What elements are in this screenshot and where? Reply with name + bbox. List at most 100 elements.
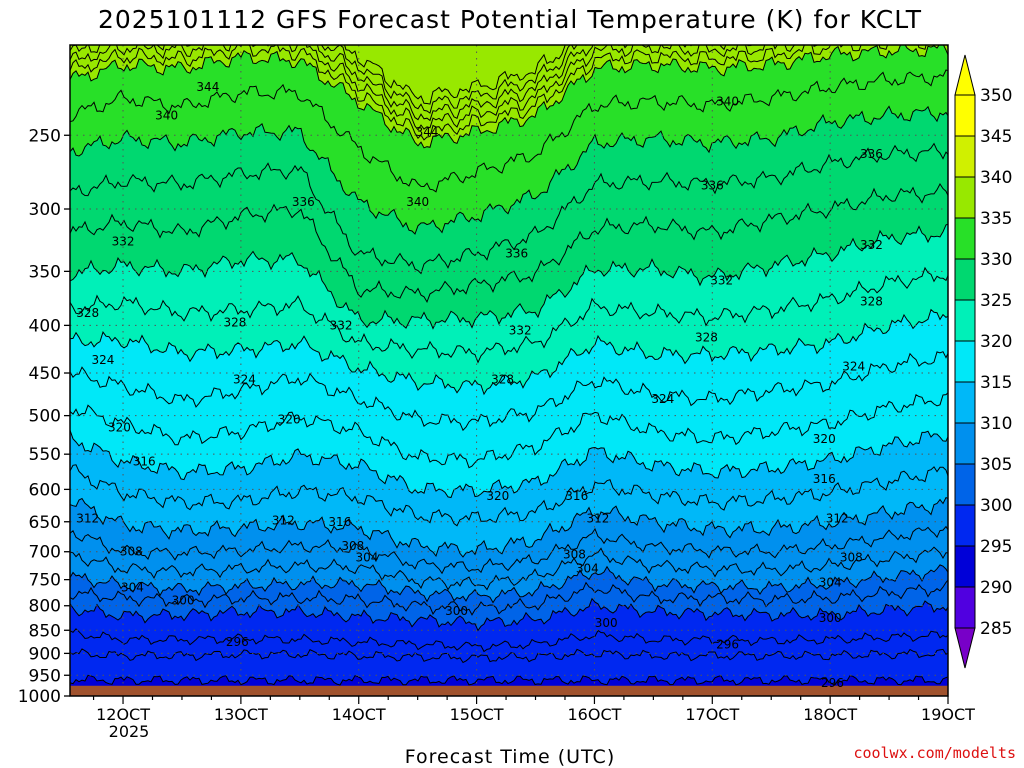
contour-label: 316 [565,489,588,503]
colorbar-swatch [954,258,976,301]
isotherm-line-upper-2 [70,45,819,131]
contour-label: 324 [92,353,115,367]
isotherm-line-296 [70,648,948,664]
colorbar-label: 320 [980,332,1012,352]
contour-label: 312 [76,512,99,526]
isotherm-line-upper-3 [70,45,753,122]
contour-label: 316 [133,454,156,468]
contour-labels: 344 340 344 340 336 336 340 336 332 336 332 332 328 3… [76,80,883,690]
x-axis-label: Forecast Time (UTC) [405,746,615,768]
x-tick-label: 16OCT [567,705,621,724]
contour-label: 320 [813,432,836,446]
isotherm-line-316 [70,392,948,469]
y-tick-label: 550 [29,445,61,465]
y-tick-label: 500 [29,407,61,427]
colorbar-swatch [954,299,976,342]
colorbar-swatch [954,422,976,465]
contour-label: 316 [328,515,351,529]
isotherm-line-300 [70,597,948,632]
colorbar-swatch [954,94,976,137]
y-tick-label: 800 [29,597,61,617]
isotherm-line-326 [70,183,948,304]
contour-label: 328 [491,372,514,386]
y-tick-label: 600 [29,480,61,500]
isotherm-line-306 [70,546,948,591]
contour-label: 328 [224,315,247,329]
y-axis: 250 300 350 400 450 500 550 600 650 700 750 800 850 9… [18,126,70,707]
y-tick-label: 650 [29,513,61,533]
contour-label: 340 [716,95,739,109]
colorbar-extend-bottom [954,627,976,669]
colorbar-swatch [954,135,976,178]
y-tick-label: 900 [29,644,61,664]
contour-label: 344 [416,125,439,139]
contour-label: 304 [576,562,599,576]
colorbar-label: 295 [980,537,1012,557]
isotherm-line-322 [70,266,948,364]
colorbar-label: 325 [980,291,1012,311]
colorbar-swatch [954,381,976,424]
x-axis: 12OCT 13OCT 14OCT 15OCT 16OCT 17OCT 18OCT 19OCT [92,696,975,724]
contour-label: 340 [406,195,429,209]
isotherm-line-314 [70,430,948,499]
y-tick-label: 1000 [18,687,61,707]
contour-label: 336 [860,147,883,161]
contour-label: 312 [272,514,295,528]
y-tick-label: 350 [29,262,61,282]
colorbar-label: 335 [980,209,1012,229]
contour-label: 300 [819,611,842,625]
contour-lines [70,45,948,686]
contour-label: 308 [120,545,143,559]
x-tick-label: 14OCT [332,705,386,724]
y-tick-label: 250 [29,126,61,146]
contour-label: 296 [821,676,844,690]
y-tick-label: 850 [29,621,61,641]
colorbar-label: 310 [980,414,1012,434]
isotherm-line-320 [70,308,948,396]
contour-label: 324 [842,360,865,374]
contour-label: 308 [840,550,863,564]
contour-label: 332 [330,318,353,332]
colorbar-swatch [954,504,976,547]
contour-label: 304 [356,550,379,564]
isotherm-line-324 [70,223,948,330]
contour-label: 300 [445,604,468,618]
filled-contours [70,45,948,696]
colorbar-swatch [954,176,976,219]
x-tick-label: 19OCT [921,705,975,724]
contour-label: 336 [505,247,528,261]
colorbar-label: 340 [980,168,1012,188]
isotherm-line-294 [70,674,948,686]
colorbar-label: 300 [980,496,1012,516]
contour-label: 320 [108,421,131,435]
contour-label: 316 [813,472,836,486]
contour-label: 304 [819,575,842,589]
isotherm-line-298 [70,628,948,653]
isotherm-line-308 [70,525,948,575]
y-tick-label: 450 [29,364,61,384]
y-tick-label: 950 [29,666,61,686]
contour-label: 332 [112,234,135,248]
contour-label: 300 [172,594,195,608]
contour-label: 324 [651,392,674,406]
y-tick-label: 300 [29,200,61,220]
grid-lines [70,45,948,696]
isotherm-line-302 [70,579,948,616]
colorbar-extend-top [954,54,976,96]
colorbar-swatch [954,340,976,383]
colorbar-label: 305 [980,455,1012,475]
contour-label: 336 [292,195,315,209]
colorbar-swatch [954,463,976,506]
colorbar: 285 290 295 300 305 310 315 320 325 330 335 340 345 3… [954,54,1012,669]
contour-label: 312 [826,512,849,526]
contour-label: 324 [233,372,256,386]
colorbar-swatch [954,586,976,629]
x-tick-label: 12OCT [96,705,150,724]
contour-label: 312 [587,512,610,526]
colorbar-swatch [954,545,976,588]
ground-terrain [70,685,948,696]
plot-frame [69,44,949,697]
contour-label: 296 [226,635,249,649]
contour-label: 332 [509,323,532,337]
